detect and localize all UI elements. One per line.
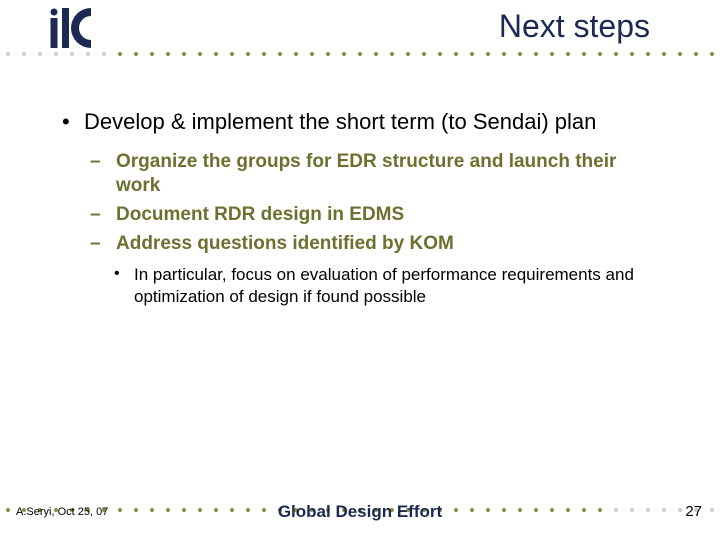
subsub-bullet: In particular, focus on evaluation of pe… <box>114 264 660 308</box>
main-bullet: Develop & implement the short term (to S… <box>62 108 660 136</box>
header-dots <box>0 50 720 58</box>
footer-title: Global Design Effort <box>0 502 720 522</box>
footer: A.Seryi, Oct 25, 07 Global Design Effort… <box>0 492 720 522</box>
header: Next steps <box>0 0 720 72</box>
sub-bullet: Organize the groups for EDR structure an… <box>90 150 660 199</box>
content-area: Develop & implement the short term (to S… <box>62 108 660 308</box>
slide-title: Next steps <box>499 8 650 45</box>
subsub-bullet-list: In particular, focus on evaluation of pe… <box>114 264 660 308</box>
sub-bullet: Address questions identified by KOM <box>90 232 660 257</box>
ilc-logo <box>48 8 110 52</box>
sub-bullet-list: Organize the groups for EDR structure an… <box>90 150 660 257</box>
slide-number: 27 <box>685 503 702 520</box>
sub-bullet: Document RDR design in EDMS <box>90 203 660 228</box>
